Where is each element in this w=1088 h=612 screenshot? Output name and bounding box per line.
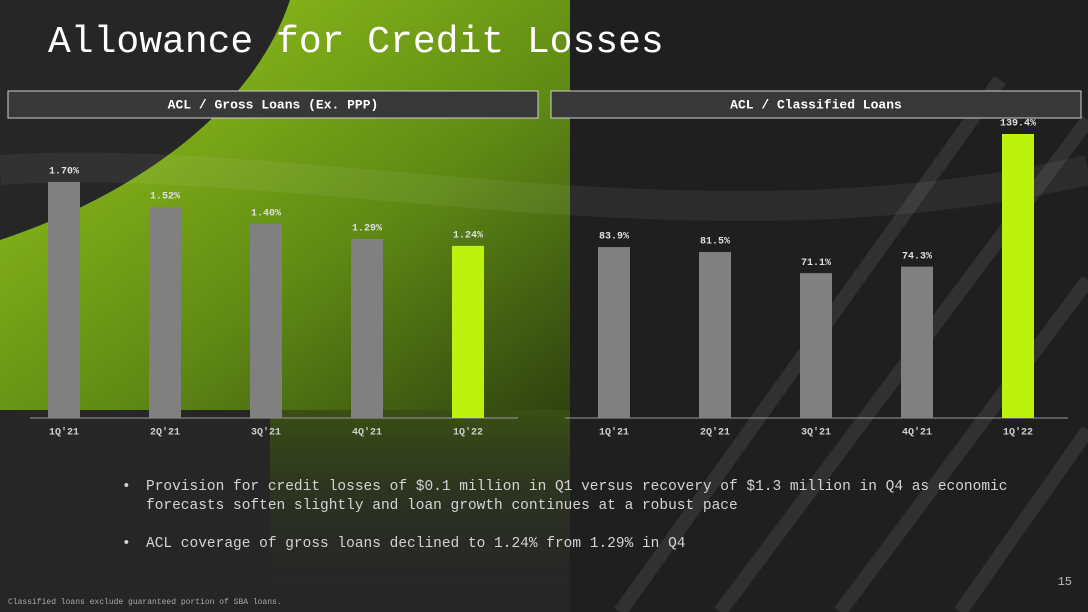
bar bbox=[598, 247, 630, 418]
chart-title: ACL / Gross Loans (Ex. PPP) bbox=[168, 97, 379, 112]
x-tick-label: 3Q'21 bbox=[251, 427, 281, 439]
x-tick-label: 1Q'22 bbox=[453, 427, 483, 439]
x-tick-label: 4Q'21 bbox=[352, 427, 382, 439]
bar bbox=[250, 223, 282, 418]
chart-header-box bbox=[550, 90, 1082, 119]
value-label: 83.9% bbox=[599, 232, 629, 243]
chart-header-box bbox=[7, 90, 539, 119]
value-label: 1.40% bbox=[251, 208, 281, 219]
bullet-list: Provision for credit losses of $0.1 mill… bbox=[122, 478, 1022, 573]
footnote: Classified loans exclude guaranteed port… bbox=[8, 598, 282, 607]
x-tick-label: 2Q'21 bbox=[700, 427, 730, 439]
slide-title: Allowance for Credit Losses bbox=[48, 21, 664, 64]
value-label: 139.4% bbox=[1000, 119, 1036, 130]
value-label: 1.29% bbox=[352, 224, 382, 235]
bullet: ACL coverage of gross loans declined to … bbox=[122, 535, 1022, 554]
x-tick-label: 4Q'21 bbox=[902, 427, 932, 439]
chart-title: ACL / Classified Loans bbox=[730, 97, 902, 112]
bar bbox=[901, 266, 933, 418]
x-tick-label: 3Q'21 bbox=[801, 427, 831, 439]
value-label: 74.3% bbox=[902, 251, 932, 262]
x-tick-label: 1Q'21 bbox=[599, 427, 629, 439]
bar bbox=[699, 251, 731, 418]
value-label: 81.5% bbox=[700, 237, 730, 248]
bar bbox=[1002, 134, 1034, 418]
bar bbox=[800, 273, 832, 418]
x-tick-label: 2Q'21 bbox=[150, 427, 180, 439]
x-tick-label: 1Q'22 bbox=[1003, 427, 1033, 439]
value-label: 1.70% bbox=[49, 167, 79, 178]
value-label: 1.24% bbox=[453, 230, 483, 241]
value-label: 71.1% bbox=[801, 258, 831, 269]
bullet: Provision for credit losses of $0.1 mill… bbox=[122, 478, 1022, 516]
value-label: 1.52% bbox=[150, 192, 180, 203]
bar bbox=[48, 182, 80, 418]
page-number: 15 bbox=[1058, 575, 1072, 589]
bar bbox=[149, 206, 181, 418]
bar bbox=[351, 238, 383, 418]
bar bbox=[452, 245, 484, 418]
x-tick-label: 1Q'21 bbox=[49, 427, 79, 439]
